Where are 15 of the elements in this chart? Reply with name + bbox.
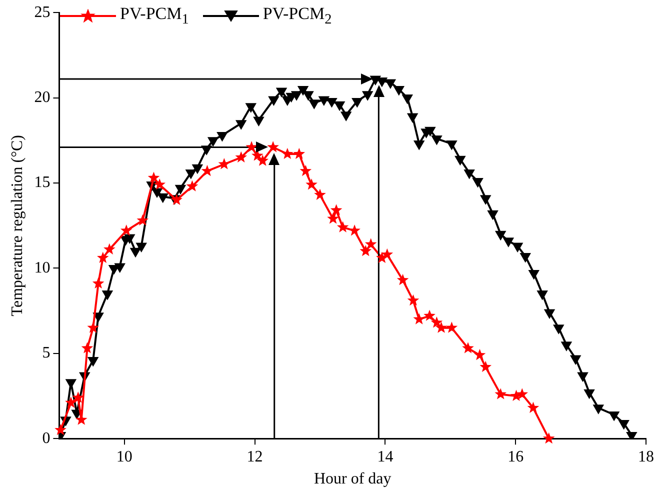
y-tick-label: 10 [34, 259, 50, 276]
legend-label: PV-PCM$_{2}$ [262, 4, 332, 28]
x-tick-label: 14 [377, 448, 394, 466]
y-tick-label: 15 [34, 174, 50, 192]
legend-label: PV-PCM$_{1}$ [120, 4, 189, 28]
y-tick-label: 20 [34, 89, 50, 106]
y-tick-label: 5 [42, 344, 50, 362]
x-axis-title: Hour of day [314, 470, 392, 488]
x-tick-label: 16 [508, 448, 524, 466]
x-tick-label: 10 [116, 448, 132, 466]
y-tick-label: 25 [34, 4, 50, 21]
x-tick-label: 18 [638, 448, 654, 466]
y-tick-label: 0 [42, 430, 50, 447]
y-axis-title: Temperature regulation (°C) [8, 135, 26, 316]
x-tick-label: 12 [246, 448, 263, 466]
